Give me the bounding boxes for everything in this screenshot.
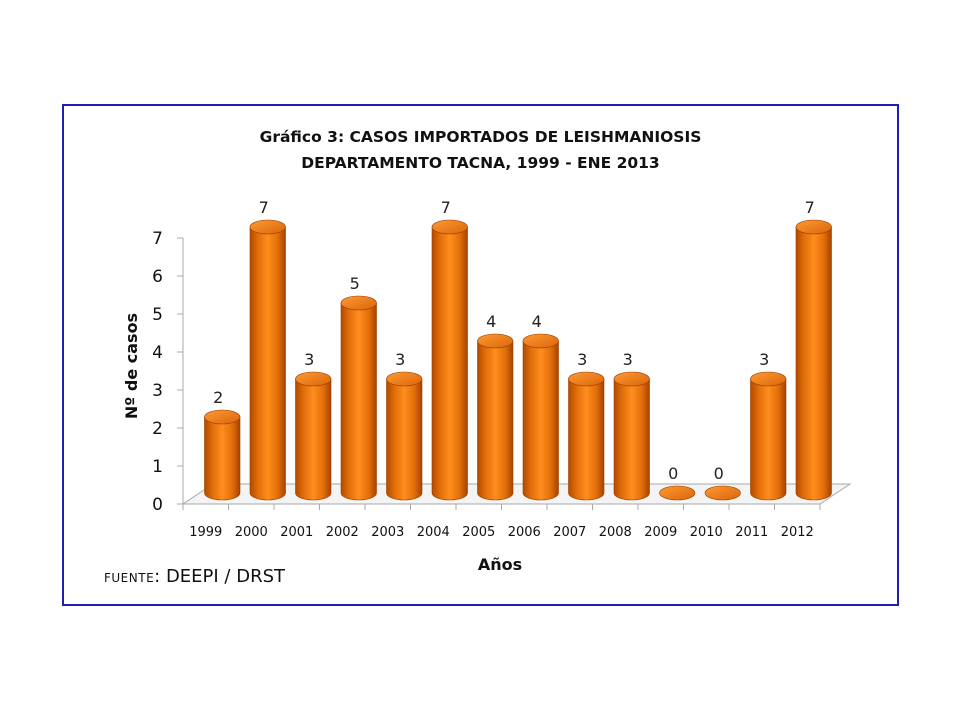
y-tick-label: 2 [152,419,163,439]
bar [204,409,241,501]
bar-body [750,378,787,501]
bar [522,333,559,501]
data-label: 2 [213,388,223,407]
x-tick-label: 2010 [690,525,723,540]
bar [704,485,741,501]
bar-body [386,378,423,501]
bar [431,219,468,501]
data-label: 0 [668,464,678,483]
bar-top [386,371,423,387]
bar-body [295,378,332,501]
x-tick-label: 2012 [781,525,814,540]
data-label: 7 [259,198,269,217]
bar [249,219,286,501]
bar-top [431,219,468,235]
bar-top [795,219,832,235]
chart-title-line-1: Gráfico 3: CASOS IMPORTADOS DE LEISHMANI… [259,128,702,146]
labels: 0 1 2 3 4 5 6 7 2 1999 7 2000 3 2001 5 2002 3 2003 7 2004 4 2… [152,198,815,540]
x-tick-label: 2001 [280,525,313,540]
y-tick-label: 7 [152,229,163,249]
data-label: 4 [532,312,542,331]
source-note: FUENTE: DEEPI / DRST [104,566,285,587]
x-tick-label: 2007 [553,525,586,540]
chart-title: Gráfico 3: CASOS IMPORTADOS DE LEISHMANI… [62,124,899,176]
bar [295,371,332,501]
bar-body [613,378,650,501]
y-tick-label: 0 [152,495,163,515]
x-tick-label: 2004 [417,525,450,540]
chart-title-line-2: DEPARTAMENTO TACNA, 1999 - ENE 2013 [301,154,660,172]
source-value: : DEEPI / DRST [154,566,286,587]
bar-body [249,226,286,501]
bar-top [249,219,286,235]
x-tick-label: 2006 [508,525,541,540]
bar-top [340,295,377,311]
data-label: 0 [714,464,724,483]
y-axis-title: Nº de casos [122,313,141,419]
bar-top [613,371,650,387]
x-tick-label: 2008 [599,525,632,540]
y-tick-label: 1 [152,457,163,477]
bar-top [568,371,605,387]
data-label: 5 [350,274,360,293]
bar-body [477,340,514,501]
y-tick-label: 5 [152,305,163,325]
bar [795,219,832,501]
x-tick-label: 2005 [462,525,495,540]
bar-top [750,371,787,387]
x-tick-label: 2011 [735,525,768,540]
bar-body [568,378,605,501]
bar-top [659,485,696,501]
bar [568,371,605,501]
x-tick-label: 2000 [235,525,268,540]
bar [613,371,650,501]
bar-body [340,302,377,501]
y-tick-label: 6 [152,267,163,287]
y-tick-label: 3 [152,381,163,401]
source-label: FUENTE [104,571,155,585]
bar [750,371,787,501]
data-label: 3 [395,350,405,369]
bar-body [795,226,832,501]
bar-body [431,226,468,501]
bar [659,485,696,501]
bar-top [204,409,241,425]
x-tick-label: 2009 [644,525,677,540]
x-tick-label: 1999 [189,525,222,540]
x-tick-label: 2003 [371,525,404,540]
x-tick-label: 2002 [326,525,359,540]
bar [386,371,423,501]
bar [340,295,377,501]
bar-top [704,485,741,501]
bar-top [477,333,514,349]
y-tick-label: 4 [152,343,163,363]
data-label: 3 [304,350,314,369]
bar-body [522,340,559,501]
bar [477,333,514,501]
x-axis-title: Años [478,555,522,574]
data-label: 7 [805,198,815,217]
data-label: 3 [759,350,769,369]
bars [204,219,832,501]
data-label: 7 [441,198,451,217]
bar-top [295,371,332,387]
data-label: 3 [577,350,587,369]
data-label: 3 [623,350,633,369]
bar-top [522,333,559,349]
bar-body [204,416,241,501]
data-label: 4 [486,312,496,331]
